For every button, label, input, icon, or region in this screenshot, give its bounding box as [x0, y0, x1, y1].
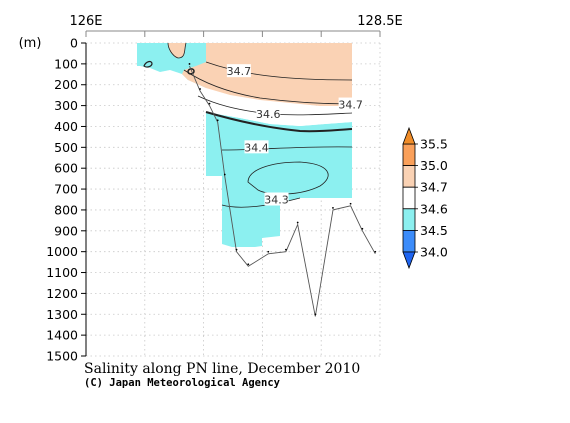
legend-swatch	[402, 208, 416, 231]
station-marker	[332, 207, 334, 209]
legend-label: 34.0	[420, 245, 448, 260]
contour-34.3-lower	[221, 197, 301, 208]
station-marker	[361, 227, 364, 230]
y-tick-label: 500	[54, 140, 78, 155]
contour-label: 34.7	[227, 65, 252, 78]
legend-label: 34.5	[420, 223, 448, 238]
y-tick-label: 200	[54, 77, 78, 92]
station-marker	[188, 63, 191, 65]
lon-label-west: 126E	[69, 14, 102, 29]
contour-34.7	[183, 69, 353, 105]
plot-area: 34.7 34.7 34.6 34.4 34.3	[85, 42, 381, 357]
contour-label-bg	[244, 140, 269, 154]
contour-west-2	[187, 68, 195, 75]
contour-label-bg	[338, 97, 363, 111]
y-tick-label: 1200	[46, 286, 78, 301]
contour-labels: 34.7 34.7 34.6 34.4 34.3	[226, 64, 363, 207]
band-34.7-35.0	[182, 43, 352, 106]
top-axis-ticks	[85, 31, 381, 37]
y-axis-unit-label: (m)	[19, 36, 42, 51]
legend-swatch	[402, 165, 416, 188]
station-marker	[216, 119, 219, 122]
contour-label: 34.6	[256, 108, 281, 121]
salinity-fill	[137, 43, 352, 247]
y-tick-label: 700	[54, 182, 78, 197]
legend-label: 34.7	[420, 180, 448, 195]
legend-label: 34.6	[420, 201, 448, 216]
y-tick-label: 0	[70, 36, 78, 51]
legend-swatch	[402, 229, 416, 253]
legend-label: 35.0	[420, 158, 448, 173]
y-tick-label: 900	[54, 223, 78, 238]
contour-34.5	[205, 111, 353, 133]
y-tick-label: 300	[54, 98, 78, 113]
station-marker	[314, 313, 317, 316]
chart-title: Salinity along PN line, December 2010	[84, 361, 360, 377]
colorbar-legend: 35.5 35.0 34.7 34.6 34.5 34.0	[402, 126, 448, 270]
bottom-topography-line	[189, 65, 376, 317]
station-marker	[235, 248, 238, 251]
station-marker	[267, 250, 270, 253]
lon-label-east: 128.5E	[357, 14, 402, 29]
station-marker	[199, 88, 201, 90]
station-markers	[188, 63, 377, 316]
y-tick-label: 1400	[46, 328, 78, 343]
depth-axis: 0 100 200 300 400 500 600 700 800 900 1000 1100 1200…	[46, 36, 86, 364]
contour-west-3	[167, 42, 187, 59]
contour-label: 34.4	[244, 141, 269, 154]
contour-34.4	[221, 146, 353, 151]
y-tick-label: 100	[54, 56, 78, 71]
y-tick-label: 800	[54, 202, 78, 217]
chart-credit: (C) Japan Meteorological Agency	[84, 377, 281, 389]
y-tick-label: 400	[54, 119, 78, 134]
contour-west-1	[143, 60, 153, 68]
station-marker	[247, 263, 250, 266]
legend-swatch	[402, 143, 416, 167]
station-marker	[349, 202, 352, 205]
station-marker	[296, 221, 299, 224]
band-34.5-34.6-deep	[206, 112, 352, 247]
y-tick-label: 1500	[46, 349, 78, 364]
legend-label: 35.5	[420, 137, 448, 152]
contour-label: 34.7	[338, 99, 363, 112]
contour-label-bg	[264, 192, 289, 206]
y-tick-label: 1100	[46, 265, 78, 280]
legend-swatch	[402, 186, 416, 210]
station-marker	[374, 250, 377, 253]
station-marker	[208, 102, 211, 105]
y-tick-label: 1300	[46, 307, 78, 322]
y-tick-label: 1000	[46, 244, 78, 259]
contour-35.0	[205, 61, 353, 81]
legend-arrow-top	[402, 126, 416, 145]
legend-arrow-bottom	[402, 251, 416, 270]
top-longitude-axis: 126E 128.5E	[69, 14, 403, 37]
contour-label-bg	[226, 64, 251, 78]
station-marker	[223, 173, 226, 176]
station-marker	[285, 248, 287, 251]
contour-label: 34.3	[264, 194, 289, 207]
y-tick-label: 600	[54, 161, 78, 176]
contour-label-bg	[256, 106, 281, 120]
